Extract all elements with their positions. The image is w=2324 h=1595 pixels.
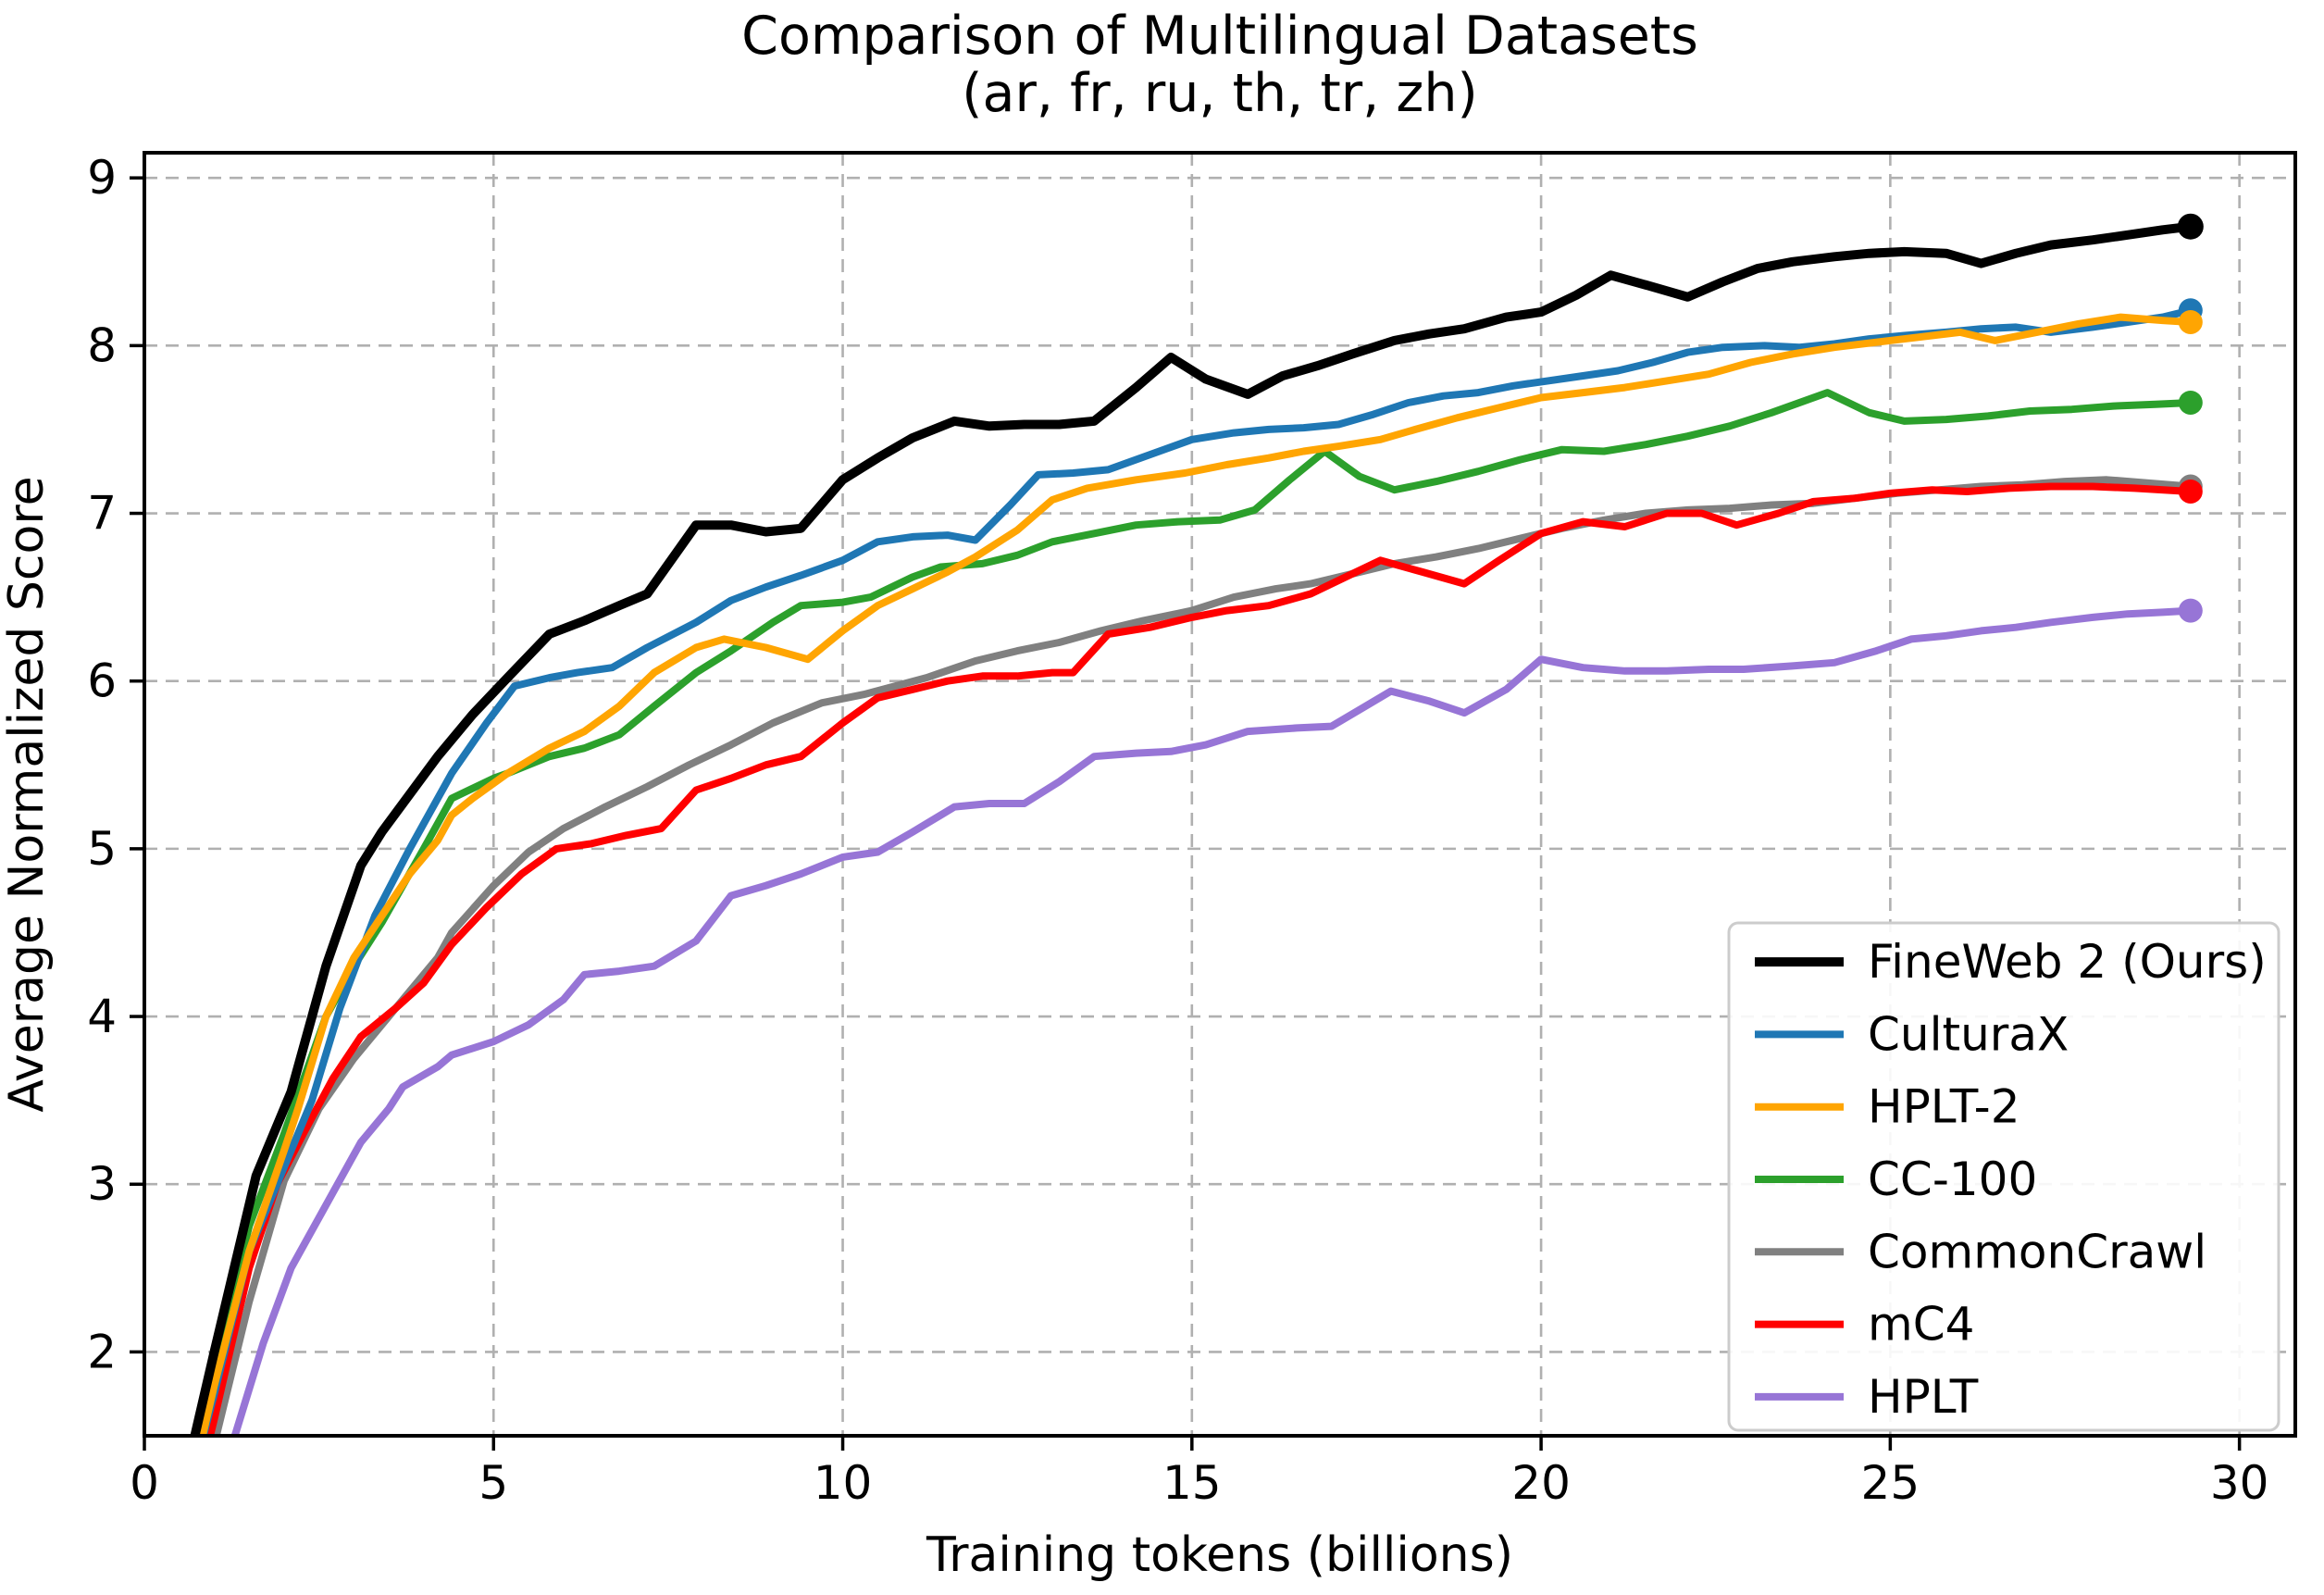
x-tick-label-5: 5 [478,1456,508,1510]
legend-entry-commoncrawl: CommonCrawl [1755,1225,2206,1278]
x-tick-label-30: 30 [2210,1456,2269,1510]
legend-entry-mc4: mC4 [1755,1298,1974,1352]
axes [130,151,2297,1451]
x-tick-label-20: 20 [1511,1456,1571,1510]
x-tick-label-15: 15 [1162,1456,1222,1510]
legend-box [1727,921,2281,1432]
y-tick-label-4: 4 [87,990,117,1043]
legend-entry-hplt-2: HPLT-2 [1755,1080,2020,1134]
y-tick-label-3: 3 [87,1157,117,1211]
legend-entry-culturax: CulturaX [1755,1007,2069,1061]
legend-label-fineweb-2-ours: FineWeb 2 (Ours) [1868,935,2267,989]
legend-entry-fineweb-2-ours: FineWeb 2 (Ours) [1755,935,2267,989]
legend-entry-hplt: HPLT [1755,1370,1979,1424]
series-line-cc-100 [194,389,2194,1436]
data-series [190,213,2204,1436]
legend-label-mc4: mC4 [1868,1298,1974,1352]
legend-entry-cc-100: CC-100 [1755,1153,2037,1206]
series-end-marker-hplt [2178,598,2203,623]
series-line-culturax [199,306,2194,1436]
x-tick-label-10: 10 [814,1456,873,1510]
y-tick-label-8: 8 [87,318,117,372]
series-end-marker-fineweb-2-ours [2177,213,2204,240]
x-tick-label-0: 0 [130,1456,159,1510]
x-axis-label: Training tokens (billions) [926,1527,1513,1583]
chart-title: Comparison of Multilingual Datasets [741,6,1698,67]
legend-label-hplt-2: HPLT-2 [1868,1080,2020,1134]
legend: FineWeb 2 (Ours) CulturaX HPLT-2 CC-100 Comm… [1727,921,2281,1432]
series-end-marker-mc4 [2178,479,2203,504]
y-tick-label-7: 7 [87,487,117,541]
y-tick-label-9: 9 [87,151,117,205]
legend-label-hplt: HPLT [1868,1370,1979,1424]
y-tick-label-6: 6 [87,654,117,708]
legend-label-culturax: CulturaX [1868,1007,2069,1061]
legend-label-cc-100: CC-100 [1868,1153,2037,1206]
x-tick-label-25: 25 [1861,1456,1920,1510]
tick-labels: 0 5 10 15 20 25 30 2 3 4 5 6 7 8 9 [87,151,2268,1510]
series-end-marker-hplt-2 [2178,309,2203,334]
series-line-hplt-2 [198,313,2194,1436]
series-end-marker-cc-100 [2178,390,2203,415]
y-tick-label-5: 5 [87,822,117,876]
plot-frame [143,151,2297,1438]
legend-label-commoncrawl: CommonCrawl [1868,1225,2206,1278]
y-tick-label-2: 2 [87,1325,117,1378]
series-line-fineweb-2-ours [190,221,2195,1436]
chart-subtitle: (ar, fr, ru, th, tr, zh) [962,63,1477,124]
series-line-mc4 [205,482,2194,1436]
y-axis-label: Average Normalized Score [0,476,55,1112]
series-line-hplt [230,606,2194,1436]
